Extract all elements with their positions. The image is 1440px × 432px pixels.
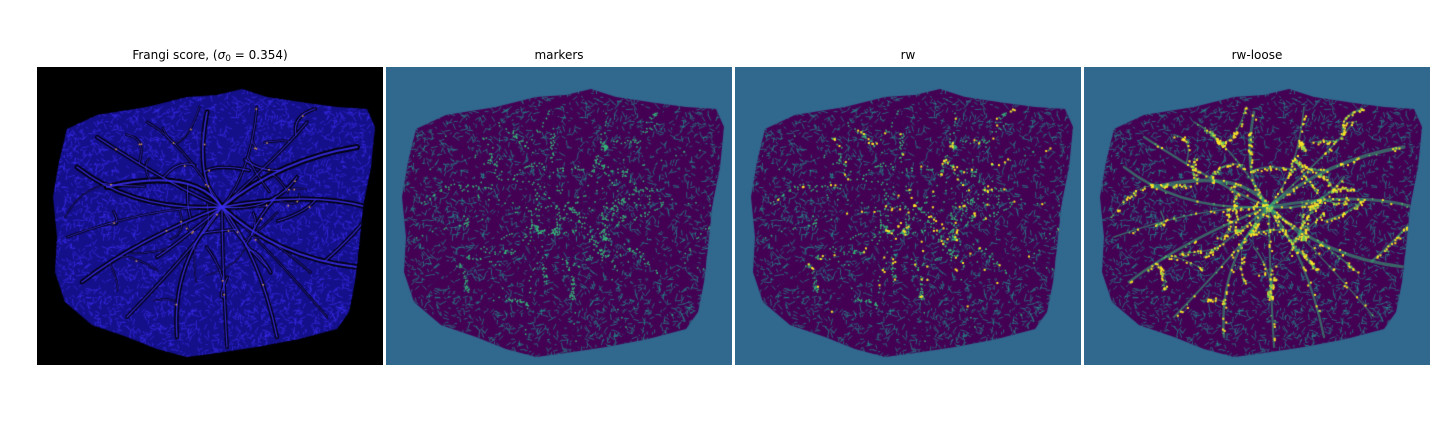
- rw-image: [735, 67, 1081, 365]
- markers-title: markers: [534, 48, 584, 62]
- markers-panel: markers: [386, 44, 732, 365]
- rw-loose-panel: rw-loose: [1084, 44, 1430, 365]
- frangi-score-title: Frangi score, (σ0 = 0.354): [132, 48, 288, 64]
- rw-loose-title: rw-loose: [1231, 48, 1283, 62]
- rw-panel: rw: [735, 44, 1081, 365]
- rw-loose-image: [1084, 67, 1430, 365]
- markers-image: [386, 67, 732, 365]
- frangi-score-image: [37, 67, 383, 365]
- frangi-score-panel: Frangi score, (σ0 = 0.354): [37, 44, 383, 365]
- rw-title: rw: [900, 48, 916, 62]
